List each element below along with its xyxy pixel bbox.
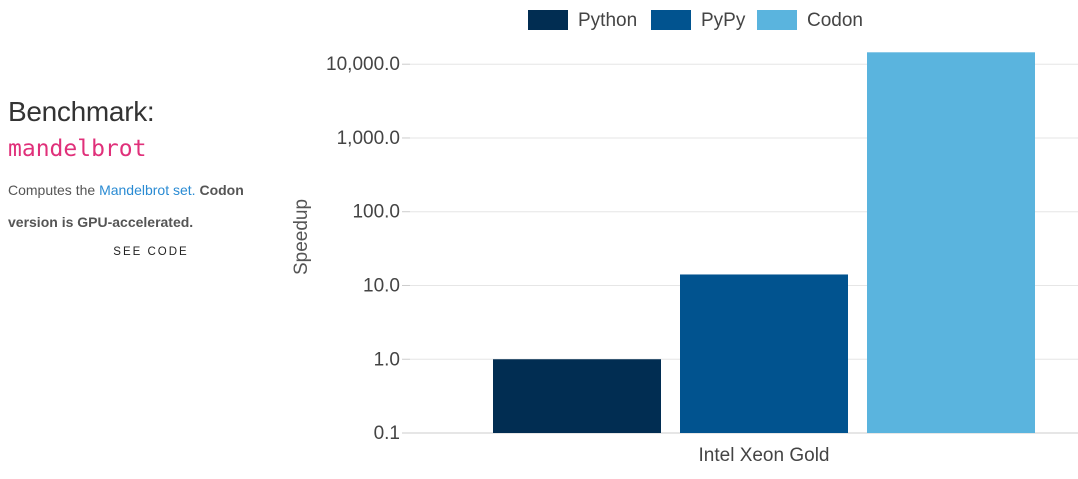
bar: [867, 52, 1035, 434]
legend-swatch: [757, 10, 797, 30]
y-tick-label: 100.0: [352, 202, 400, 223]
x-tick-label: Intel Xeon Gold: [699, 445, 830, 466]
y-tick-label: 10,000.0: [326, 54, 400, 75]
see-code-link[interactable]: SEE CODE: [113, 246, 189, 258]
sidebar: Benchmark: mandelbrot Computes the Mande…: [8, 96, 283, 258]
benchmark-name: mandelbrot: [8, 136, 147, 162]
y-axis-title: Speedup: [291, 199, 312, 275]
legend-swatch: [528, 10, 568, 30]
bar: [680, 274, 848, 433]
description: Computes the Mandelbrot set. Codon versi…: [8, 174, 283, 238]
heading: Benchmark:: [8, 96, 155, 127]
description-text: Computes the: [8, 182, 96, 198]
y-tick-label: 1,000.0: [337, 128, 400, 149]
legend-label: PyPy: [701, 10, 746, 31]
description-link[interactable]: Mandelbrot set.: [99, 182, 196, 198]
y-tick-label: 1.0: [374, 349, 400, 370]
y-tick-label: 0.1: [374, 423, 400, 444]
legend-label: Codon: [807, 10, 863, 31]
legend-swatch: [651, 10, 691, 30]
description-bold: Codon version is GPU-accelerated.: [8, 182, 244, 230]
y-tick-label: 10.0: [363, 275, 400, 296]
bar: [493, 359, 661, 433]
legend-label: Python: [578, 10, 637, 31]
